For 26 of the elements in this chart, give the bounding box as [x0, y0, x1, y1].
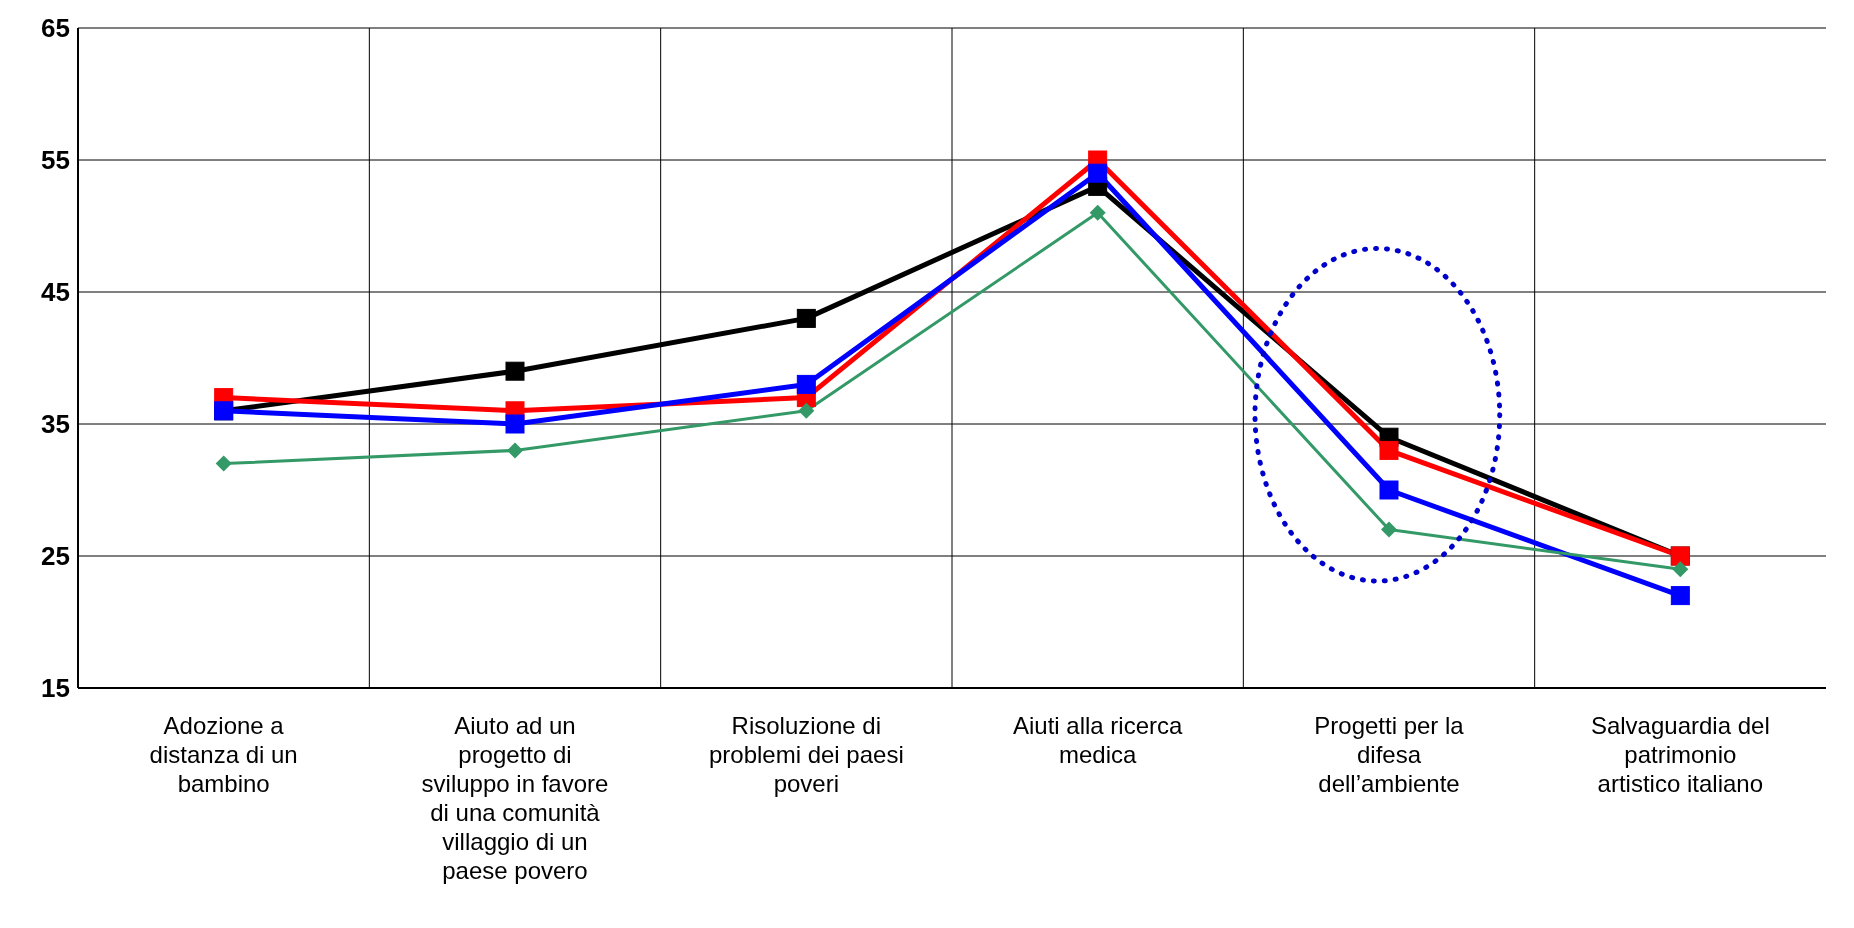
- point: [505, 361, 525, 381]
- point: [1672, 561, 1689, 578]
- point: [1670, 586, 1690, 606]
- x-tick-label: Adozione a distanza di un bambino: [149, 712, 298, 797]
- y-tick-label: 15: [41, 673, 70, 704]
- x-tick-label: Salvaguardia del patrimonio artistico italiano: [1590, 712, 1770, 797]
- point: [1379, 440, 1399, 460]
- point: [1088, 163, 1108, 183]
- point: [505, 414, 525, 434]
- y-tick-label: 35: [41, 409, 70, 440]
- x-tick-label: Aiuti alla ricerca medica: [1012, 712, 1184, 768]
- y-tick-label: 25: [41, 541, 70, 572]
- y-tick-label: 55: [41, 145, 70, 176]
- point: [1089, 204, 1106, 221]
- x-tick-label: Aiuto ad un progetto di sviluppo in favore di una comunità villaggio di un paese povero: [421, 712, 609, 884]
- point: [1379, 480, 1399, 500]
- point: [1381, 521, 1397, 538]
- point: [215, 455, 232, 472]
- y-tick-label: 65: [41, 13, 70, 44]
- point: [798, 402, 815, 419]
- point: [796, 374, 816, 394]
- point: [796, 308, 816, 328]
- x-tick-label: Risoluzione di problemi dei paesi poveri: [708, 712, 904, 797]
- point: [507, 442, 523, 459]
- y-tick-label: 45: [41, 277, 70, 308]
- x-tick-label: Progetti per la difesa dell’ambiente: [1314, 712, 1465, 797]
